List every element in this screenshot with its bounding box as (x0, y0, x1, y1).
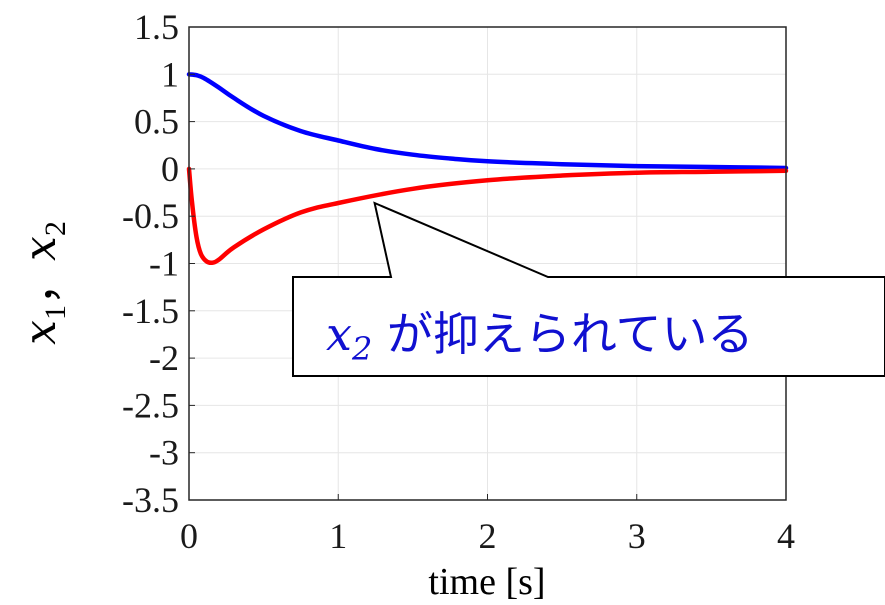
y-tick-label-4: -0.5 (122, 196, 179, 236)
y-tick-label-0: 1.5 (134, 7, 179, 47)
y-label-var-2: x (15, 236, 66, 261)
x-tick-label-4: 4 (777, 516, 795, 556)
callout-text: x2 が抑えられている (326, 307, 754, 368)
y-axis-label: x1，x2 (15, 221, 72, 345)
y-tick-label-8: -2.5 (122, 385, 179, 425)
callout-math-sub: 2 (351, 330, 372, 368)
y-tick-label-6: -1.5 (122, 291, 179, 331)
series-line-1 (186, 72, 789, 171)
y-label-var-1: x (15, 320, 66, 345)
series-line-2 (186, 166, 789, 266)
x-tick-label-3: 3 (628, 516, 646, 556)
x-tick-label-2: 2 (479, 516, 497, 556)
svg-text:x1，x2: x1，x2 (15, 221, 72, 345)
annotation-callout: x2 が抑えられている (292, 201, 885, 377)
y-tick-label-10: -3.5 (122, 480, 179, 520)
callout-label: が抑えられている (372, 307, 753, 361)
x-tick-labels: 0 1 2 3 4 (180, 516, 795, 556)
y-label-separator: ， (16, 261, 65, 305)
y-tick-label-3: 0 (161, 149, 179, 189)
y-tick-label-7: -2 (149, 338, 179, 378)
y-tick-label-2: 0.5 (134, 102, 179, 142)
x-axis-label: time [s] (428, 561, 545, 603)
y-label-sub-2: 2 (39, 221, 72, 236)
y-tick-labels: 1.5 1 0.5 0 -0.5 -1 -1.5 -2 -2.5 -3 -3.5 (122, 7, 179, 520)
y-label-sub-1: 1 (39, 305, 72, 320)
y-tick-label-1: 1 (161, 54, 179, 94)
y-tick-label-9: -3 (149, 433, 179, 473)
y-tick-label-5: -1 (149, 244, 179, 284)
x-tick-label-0: 0 (180, 516, 198, 556)
callout-box (292, 201, 885, 377)
x-tick-label-1: 1 (329, 516, 347, 556)
plot-frame (188, 26, 787, 501)
axes-frame (188, 26, 787, 501)
callout-math-var: x (326, 307, 352, 361)
series (186, 72, 789, 266)
